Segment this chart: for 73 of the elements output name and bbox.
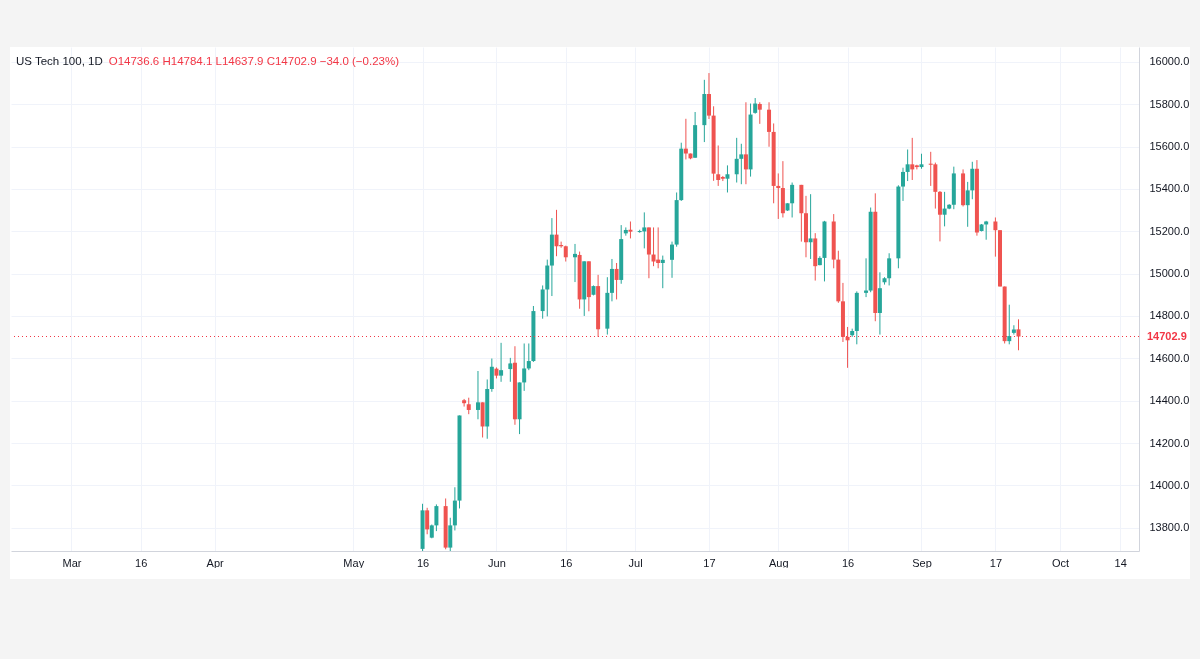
- candlestick: [970, 161, 975, 200]
- candlestick: [554, 209, 559, 257]
- candlestick: [965, 181, 970, 228]
- candlestick: [901, 167, 906, 202]
- candlestick: [508, 357, 513, 383]
- candlestick: [434, 503, 439, 532]
- y-tick-label: 14400.0: [1149, 394, 1190, 407]
- candlestick: [808, 193, 813, 260]
- candlestick: [660, 255, 665, 289]
- text: O14736.6 H14784.1 L14637.9 C14702.9 −34.0 (−0.23%): [108, 55, 400, 67]
- y-tick-label: 15200.0: [1149, 224, 1190, 237]
- x-tick-label: Apr: [206, 556, 225, 569]
- x-tick-label: 17: [703, 556, 716, 569]
- candlestick: [522, 342, 527, 392]
- candlestick: [683, 118, 688, 160]
- x-tick-label: Jul: [628, 556, 643, 569]
- text: US Tech 100, 1D: [16, 55, 103, 67]
- x-tick-label: May: [343, 556, 365, 569]
- candlestick: [475, 370, 480, 420]
- candlestick: [757, 101, 762, 125]
- candlestick: [937, 190, 942, 242]
- ref-line-label: 14702.9: [1147, 329, 1187, 342]
- candlestick: [651, 226, 656, 267]
- candlestick: [540, 284, 545, 320]
- y-tick-label: 13800.0: [1149, 521, 1190, 534]
- x-tick-label: Oct: [1052, 556, 1070, 569]
- candlestick: [743, 101, 748, 185]
- candlestick: [614, 262, 619, 300]
- x-tick-label: 16: [841, 556, 855, 569]
- y-tick-label: 14200.0: [1149, 436, 1190, 449]
- candlestick: [462, 398, 467, 408]
- candlestick: [499, 342, 504, 383]
- candlestick: [716, 144, 721, 187]
- candlestick: [489, 358, 494, 393]
- candlestick: [1016, 318, 1021, 351]
- y-tick-label: 14000.0: [1149, 478, 1190, 491]
- candlestick: [706, 72, 711, 120]
- candlestick: [993, 216, 998, 258]
- candlestick: [670, 241, 675, 279]
- x-tick-label: Mar: [62, 556, 82, 569]
- y-tick-label: 16000.0: [1149, 55, 1190, 68]
- x-tick-label: Sep: [912, 556, 932, 569]
- x-tick-label: 17: [989, 556, 1003, 569]
- candlestick: [905, 148, 910, 182]
- candlestick: [545, 259, 550, 317]
- candlestick: [739, 143, 744, 185]
- x-tick-label: 16: [135, 556, 148, 569]
- x-tick-label: 16: [416, 556, 430, 569]
- candlestick: [910, 137, 915, 181]
- y-tick-label: 15800.0: [1149, 97, 1190, 110]
- y-tick-label: 15000.0: [1149, 267, 1190, 280]
- y-tick-label: 15600.0: [1149, 140, 1190, 153]
- candlestick: [776, 172, 781, 220]
- x-tick-label: Jun: [488, 556, 506, 569]
- x-tick-label: 14: [1114, 556, 1127, 569]
- candlestick: [642, 211, 647, 249]
- y-tick-label: 14600.0: [1149, 351, 1190, 364]
- x-tick-label: Aug: [768, 556, 789, 569]
- candlestick: [790, 182, 795, 218]
- candlestick: [425, 507, 430, 535]
- candlestick: [725, 164, 730, 193]
- candlestick: [448, 517, 453, 552]
- candlestick: [734, 137, 739, 184]
- candlestick: [887, 252, 892, 286]
- candlestick: [526, 342, 531, 371]
- x-tick-label: 16: [560, 556, 573, 569]
- candlestick: [1011, 324, 1016, 336]
- candlestick: [1007, 304, 1012, 345]
- candlestick: [767, 101, 772, 148]
- candlestick: [609, 258, 614, 302]
- y-tick-label: 14800.0: [1149, 309, 1190, 322]
- y-tick-label: 15400.0: [1149, 182, 1190, 195]
- candlestick: [942, 191, 947, 227]
